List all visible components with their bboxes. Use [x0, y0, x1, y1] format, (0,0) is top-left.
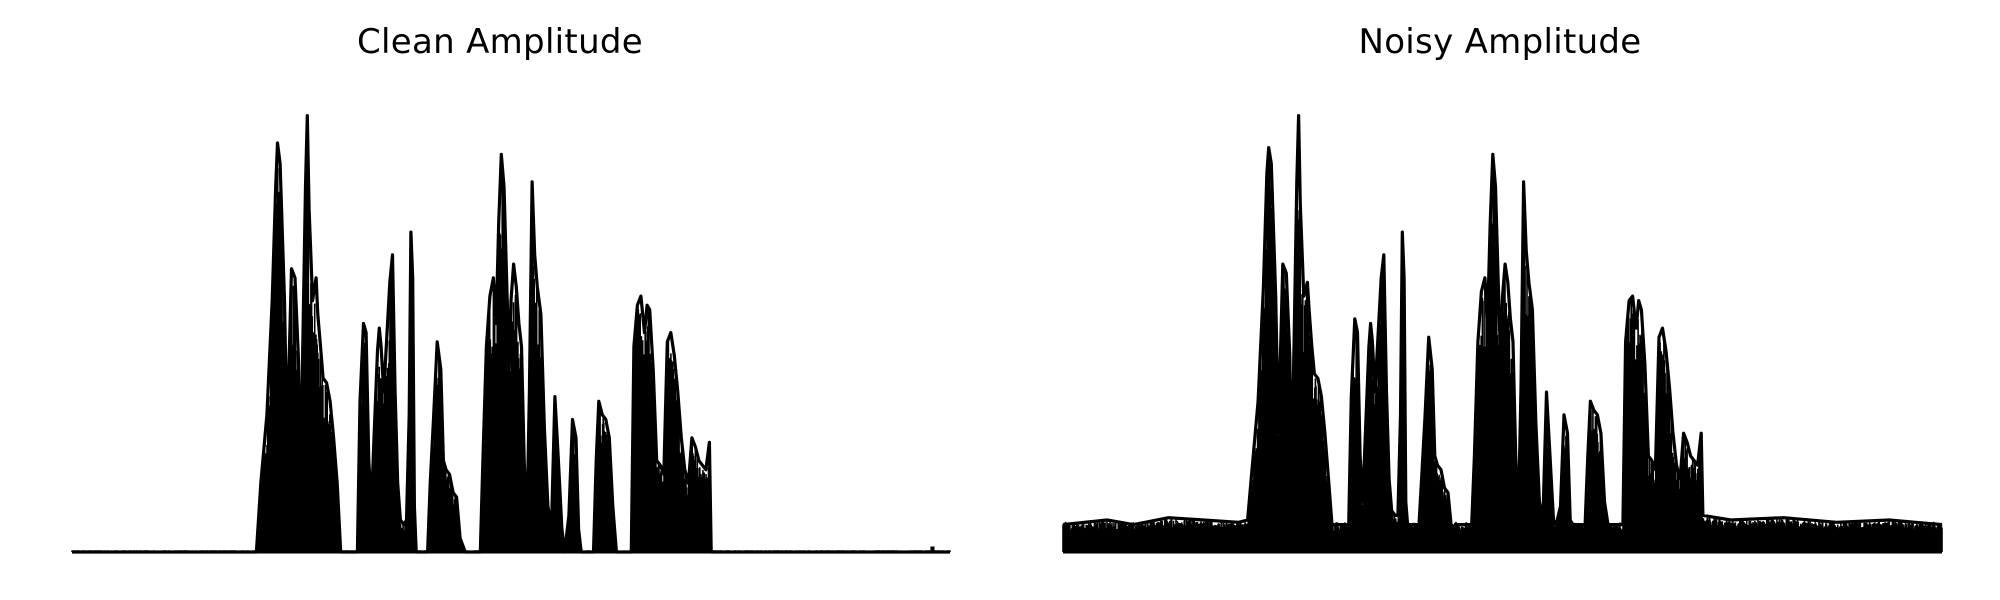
chart-title-clean: Clean Amplitude: [356, 22, 644, 62]
noisy-amplitude-panel: Noisy Amplitude: [1000, 0, 2000, 600]
clean-amplitude-plot: [71, 114, 951, 554]
amplitude-envelope-line: [1062, 114, 1943, 531]
clean-amplitude-panel: Clean Amplitude: [71, 22, 951, 554]
chart-title-noisy: Noisy Amplitude: [1358, 22, 1642, 62]
amplitude-waveform: [1062, 153, 1943, 552]
noisy-amplitude-plot: [1062, 114, 1943, 554]
amplitude-envelope-line: [72, 114, 950, 554]
